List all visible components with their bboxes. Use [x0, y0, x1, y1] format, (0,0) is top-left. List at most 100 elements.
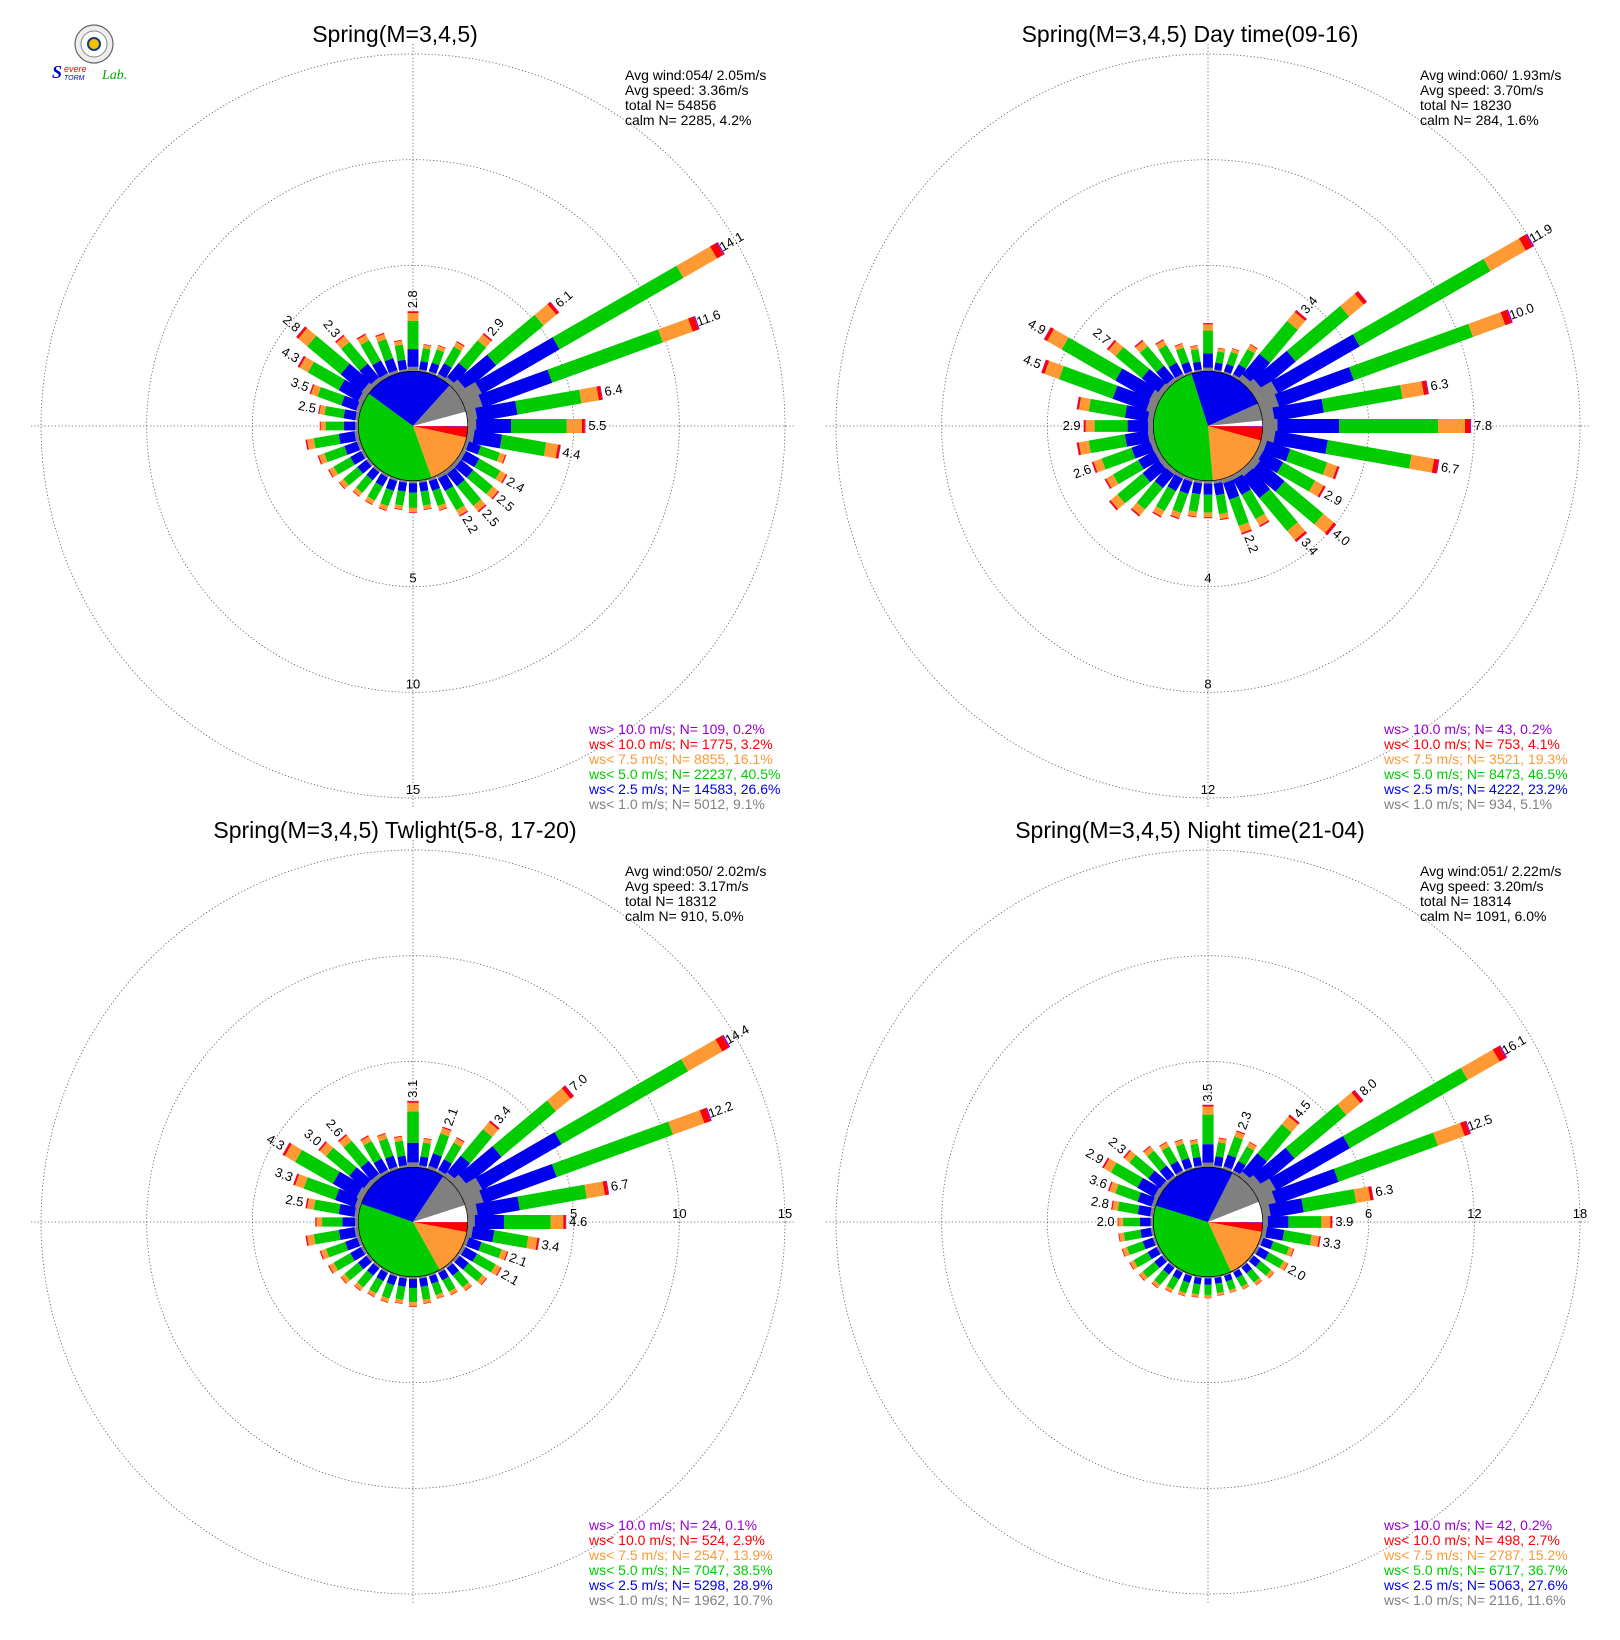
legend-entry: ws< 1.0 m/s; N= 934, 5.1%: [1383, 796, 1552, 812]
rose-bar-segment: [1213, 1165, 1222, 1169]
rose-bar-segment: [1253, 1147, 1295, 1186]
rose-bar-segment: [681, 1039, 723, 1072]
rose-bar-segment: [377, 338, 394, 362]
direction-label: 6.3: [1429, 376, 1449, 394]
rose-bar-segment: [1123, 1217, 1140, 1227]
rose-bar-segment: [399, 1275, 408, 1279]
rose-bar-segment: [1259, 520, 1270, 527]
rose-bar-segment: [1354, 1089, 1364, 1101]
rose-bar-segment: [363, 1179, 375, 1191]
stat-line: Avg speed: 3.20m/s: [1420, 878, 1543, 894]
rose-bar-segment: [452, 1270, 469, 1288]
rose-bar-segment: [1149, 439, 1159, 452]
rose-bar-segment: [1108, 341, 1124, 357]
rose-bar-segment: [1155, 339, 1164, 344]
rose-bar-segment: [1202, 1144, 1214, 1163]
rose-bar-segment: [462, 1282, 472, 1291]
rose-bar-segment: [458, 1245, 466, 1256]
rose-bar-segment: [457, 382, 483, 405]
rose-bar-segment: [1202, 1162, 1214, 1167]
rose-bar-segment: [1270, 1241, 1290, 1256]
rose-bar-segment: [360, 1160, 380, 1181]
rose-bar-segment: [1178, 1290, 1186, 1297]
rose-bar-segment: [492, 1230, 529, 1249]
rose-bar-segment: [1217, 348, 1226, 353]
rose-bar-segment: [458, 340, 487, 371]
direction-label: 14.4: [722, 1022, 751, 1048]
rose-bar-segment: [1213, 479, 1223, 484]
rose-bar-segment: [427, 476, 437, 482]
rose-bar-segment: [1179, 478, 1193, 494]
rose-bar-segment: [306, 1198, 316, 1210]
pie-slice: [1208, 1222, 1263, 1223]
rose-bar-segment: [360, 1245, 368, 1255]
rose-bar-segment: [1334, 466, 1340, 480]
rose-bar-segment: [389, 476, 399, 482]
rose-bar-segment: [316, 1217, 323, 1227]
rose-bar-segment: [1238, 1146, 1255, 1166]
rose-bar-segment: [1309, 1234, 1320, 1247]
rose-bar-segment: [1148, 420, 1153, 432]
rose-bar-segment: [465, 1237, 482, 1251]
rose-bar-segment: [1134, 339, 1143, 347]
pie-slice: [1208, 426, 1263, 427]
wind-rose-panel-twilight: 5 10 15 Spring(M=3,4,5) Twlight(5-8, 17-20)…: [31, 817, 795, 1608]
rose-bar-segment: [1182, 1273, 1193, 1283]
rose-bar-segment: [1460, 1049, 1500, 1081]
rose-bar-segment: [554, 1059, 689, 1145]
rose-bar-segment: [1203, 481, 1213, 484]
rose-bar-segment: [1223, 1272, 1231, 1277]
rose-bar-segment: [1339, 419, 1439, 433]
rose-bar-segment: [1170, 516, 1179, 520]
rose-bar-segment: [356, 440, 363, 451]
rose-bar-segment: [477, 334, 492, 348]
direction-label: 6.4: [603, 381, 623, 399]
rose-bar-segment: [1155, 339, 1164, 345]
rose-bar-segment: [436, 471, 447, 479]
rose-bar-segment: [369, 1277, 384, 1294]
rose-bar-segment: [1213, 369, 1222, 373]
rose-bar-segment: [1159, 1180, 1170, 1191]
rose-bar-segment: [461, 450, 480, 468]
rose-bar-segment: [343, 467, 363, 486]
svg-text:Lab.: Lab.: [101, 68, 127, 83]
rose-bar-segment: [1172, 1269, 1183, 1280]
rose-bar-segment: [1130, 509, 1140, 517]
rose-bar-segment: [1203, 353, 1213, 368]
rose-bar-segment: [1272, 398, 1325, 422]
rose-bar-segment: [436, 1295, 445, 1299]
rose-bar-segment: [1152, 511, 1162, 518]
rose-bar-segment: [378, 507, 387, 512]
rose-bar-segment: [1241, 1153, 1268, 1180]
rose-bar-segment: [356, 1236, 363, 1247]
rose-bar-segment: [1290, 1248, 1295, 1257]
rose-bar-segment: [1227, 1136, 1243, 1158]
rose-bar-segment: [463, 1236, 470, 1247]
rose-bar-segment: [1253, 1277, 1262, 1286]
rose-bar-segment: [1269, 1135, 1350, 1191]
rose-bar-segment: [1498, 1045, 1508, 1059]
rose-bar-segment: [1168, 362, 1184, 379]
pie-slice: [413, 426, 468, 438]
rose-bar-segment: [1143, 1145, 1151, 1153]
direction-label: 10.0: [1507, 300, 1536, 323]
rose-bar-segment: [1465, 1120, 1472, 1135]
rose-bar-segment: [581, 419, 585, 433]
direction-label: 2.8: [280, 312, 303, 335]
rose-bar-segment: [1102, 1157, 1110, 1169]
legend-entry: ws< 10.0 m/s; N= 498, 2.7%: [1383, 1532, 1560, 1548]
rose-bar-segment: [354, 430, 360, 442]
grid-ring: [1046, 1060, 1370, 1384]
rose-bar-segment: [1159, 1141, 1167, 1147]
rose-bar-segment: [307, 335, 350, 375]
rose-bar-segment: [354, 1206, 360, 1218]
direction-label: 6.1: [552, 287, 575, 310]
rose-bar-segment: [1438, 419, 1465, 433]
rose-bar-segment: [436, 345, 446, 353]
pie-slice: [368, 371, 450, 426]
rose-bar-segment: [1104, 479, 1111, 489]
rose-bar-segment: [487, 314, 544, 366]
rose-bar-segment: [483, 332, 493, 341]
rose-bar-segment: [1141, 369, 1166, 393]
rose-bar-segment: [551, 1121, 674, 1178]
